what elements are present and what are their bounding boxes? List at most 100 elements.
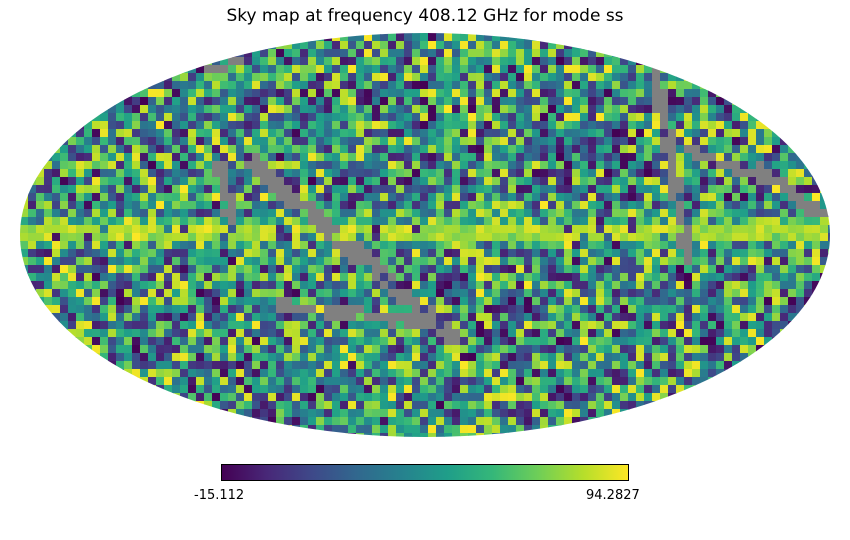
map-pixel <box>348 209 357 218</box>
map-pixel <box>372 105 381 114</box>
map-pixel <box>764 289 773 298</box>
map-pixel <box>268 265 277 274</box>
map-pixel <box>652 193 661 202</box>
map-pixel <box>412 329 421 338</box>
map-pixel <box>644 169 653 178</box>
map-pixel <box>540 169 549 178</box>
map-pixel <box>380 33 389 42</box>
map-pixel <box>796 313 805 322</box>
map-pixel <box>604 321 613 330</box>
map-pixel <box>84 233 93 242</box>
map-pixel <box>652 137 661 146</box>
map-pixel <box>276 409 285 418</box>
map-pixel <box>244 273 253 282</box>
map-pixel <box>292 209 301 218</box>
map-pixel <box>660 153 669 162</box>
map-pixel <box>204 409 213 418</box>
map-pixel <box>532 361 541 370</box>
map-pixel <box>548 353 557 362</box>
map-pixel <box>212 369 221 378</box>
map-pixel <box>428 209 437 218</box>
map-pixel <box>300 417 309 426</box>
map-pixel <box>412 393 421 402</box>
map-pixel <box>148 97 157 106</box>
map-pixel <box>84 345 93 354</box>
map-pixel <box>348 129 357 138</box>
map-pixel <box>724 361 733 370</box>
map-pixel <box>716 137 725 146</box>
map-pixel <box>412 337 421 346</box>
map-pixel <box>340 305 349 314</box>
map-pixel <box>436 257 445 266</box>
map-pixel <box>764 121 773 130</box>
map-pixel <box>620 377 629 386</box>
map-pixel <box>604 281 613 290</box>
map-pixel <box>732 161 741 170</box>
map-pixel <box>444 257 453 266</box>
map-pixel <box>44 185 53 194</box>
map-pixel <box>308 257 317 266</box>
map-pixel <box>596 393 605 402</box>
map-pixel <box>220 169 229 178</box>
map-pixel <box>204 129 213 138</box>
map-pixel <box>420 393 429 402</box>
map-pixel <box>780 249 789 258</box>
map-pixel <box>524 113 533 122</box>
map-pixel <box>748 305 757 314</box>
map-pixel <box>484 217 493 226</box>
map-pixel <box>652 57 661 66</box>
map-pixel <box>412 113 421 122</box>
map-pixel <box>52 145 61 154</box>
map-pixel <box>188 201 197 210</box>
map-pixel <box>572 257 581 266</box>
map-pixel <box>276 153 285 162</box>
map-pixel <box>756 329 765 338</box>
map-pixel <box>116 169 125 178</box>
map-pixel <box>676 153 685 162</box>
map-pixel <box>268 217 277 226</box>
map-pixel <box>172 337 181 346</box>
map-pixel <box>308 129 317 138</box>
map-pixel <box>708 225 717 234</box>
map-pixel <box>548 145 557 154</box>
map-pixel <box>628 145 637 154</box>
map-pixel <box>452 105 461 114</box>
map-pixel <box>452 193 461 202</box>
map-pixel <box>428 33 437 42</box>
map-pixel <box>468 425 477 434</box>
map-pixel <box>540 65 549 74</box>
map-pixel <box>692 233 701 242</box>
map-pixel <box>724 145 733 154</box>
map-pixel <box>44 153 53 162</box>
map-pixel <box>220 241 229 250</box>
map-pixel <box>68 193 77 202</box>
map-pixel <box>748 225 757 234</box>
map-pixel <box>724 369 733 378</box>
map-pixel <box>324 161 333 170</box>
map-pixel <box>364 41 373 50</box>
map-pixel <box>652 145 661 154</box>
map-pixel <box>372 209 381 218</box>
map-pixel <box>452 113 461 122</box>
map-pixel <box>620 113 629 122</box>
map-pixel <box>476 417 485 426</box>
map-pixel <box>724 137 733 146</box>
map-pixel <box>540 361 549 370</box>
map-pixel <box>404 417 413 426</box>
map-pixel <box>412 49 421 58</box>
map-pixel <box>236 217 245 226</box>
map-pixel <box>260 265 269 274</box>
map-pixel <box>396 89 405 98</box>
map-pixel <box>316 105 325 114</box>
map-pixel <box>164 153 173 162</box>
map-pixel <box>796 137 805 146</box>
map-pixel <box>236 305 245 314</box>
map-pixel <box>140 321 149 330</box>
map-pixel <box>68 145 77 154</box>
map-pixel <box>596 273 605 282</box>
map-pixel <box>308 185 317 194</box>
map-pixel <box>188 209 197 218</box>
map-pixel <box>484 425 493 434</box>
map-pixel <box>196 385 205 394</box>
map-pixel <box>764 169 773 178</box>
